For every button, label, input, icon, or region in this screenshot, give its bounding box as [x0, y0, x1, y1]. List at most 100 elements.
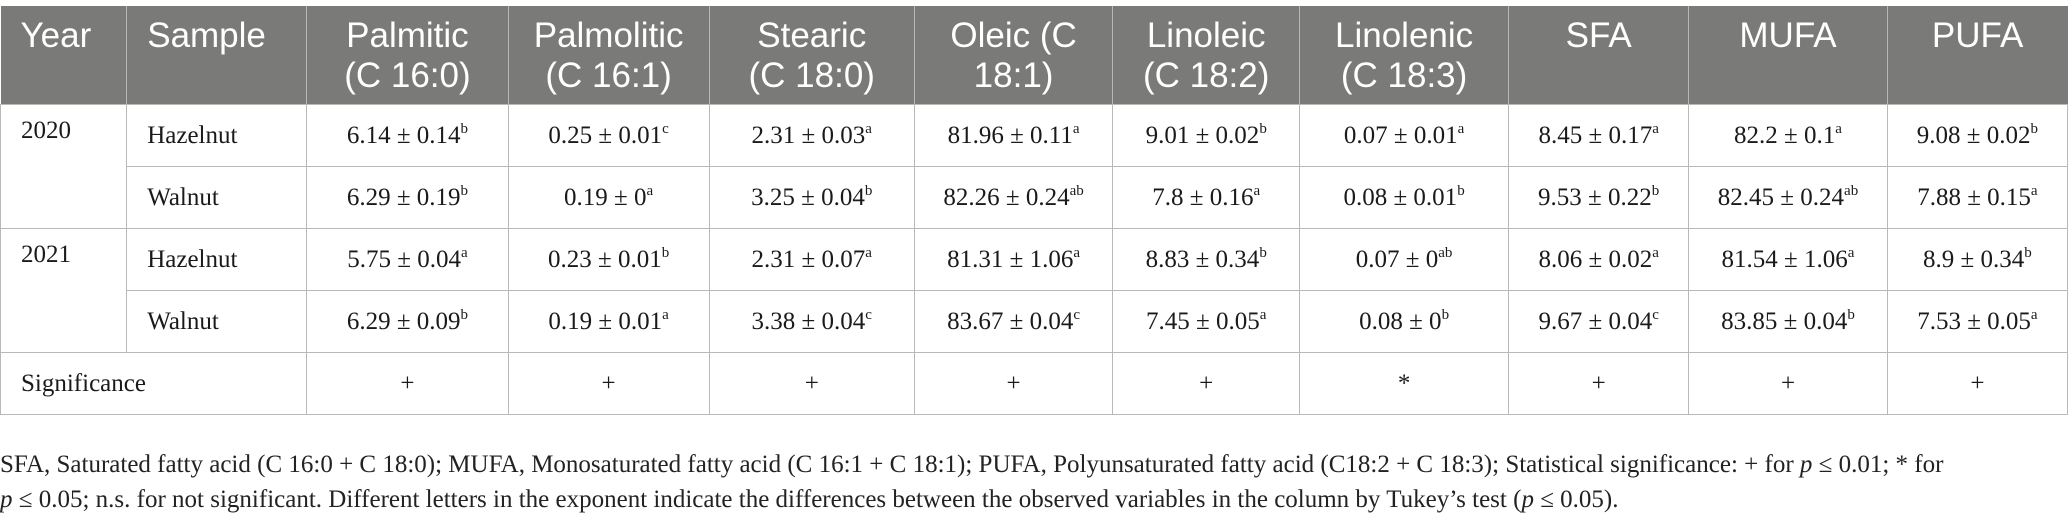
tukey-letter: c [865, 306, 872, 323]
value-cell: 82.26 ± 0.24ab [913, 166, 1114, 229]
column-header: Palmolitic (C 16:1) [507, 6, 710, 105]
value-cell: 7.8 ± 0.16a [1112, 166, 1301, 229]
value-cell: 83.85 ± 0.04b [1688, 290, 1888, 353]
header-line: Palmolitic [533, 16, 684, 55]
table-row: Walnut 6.29 ± 0.19b 0.19 ± 0a 3.25 ± 0.04b 8… [1, 166, 2068, 229]
table-row: Walnut 6.29 ± 0.09b 0.19 ± 0.01a 3.38 ± 0.0… [1, 290, 2068, 353]
header-row: Year Sample Palmitic (C 16:0) Palmolitic (C 1… [0, 6, 2068, 105]
mean-sd-value: 6.14 ± 0.14 [346, 121, 461, 149]
value-cell: 83.67 ± 0.04c [913, 290, 1114, 353]
mean-sd-value: 0.23 ± 0.01 [547, 245, 662, 273]
mean-sd-value: 81.31 ± 1.06 [947, 245, 1074, 273]
column-header: SFA [1508, 6, 1689, 105]
mean-sd-value: 0.07 ± 0.01 [1343, 121, 1458, 149]
tukey-letter: a [1259, 306, 1267, 323]
table-body: 2020 Hazelnut 6.14 ± 0.14b 0.25 ± 0.01c 2.31… [0, 104, 2068, 415]
header-line: (C 18:3) [1340, 56, 1468, 95]
column-header: Linolenic (C 18:3) [1299, 6, 1509, 105]
mean-sd-value: 83.85 ± 0.04 [1721, 307, 1848, 335]
year-cell: 2020 [0, 104, 128, 229]
mean-sd-value: 82.45 ± 0.24 [1717, 183, 1845, 211]
mean-sd-value: 9.01 ± 0.02 [1145, 121, 1260, 149]
value-cell: 0.19 ± 0.01a [507, 290, 710, 353]
header-line: 18:1) [973, 56, 1054, 95]
mean-sd-value: 0.19 ± 0 [564, 183, 647, 211]
header-line: Linolenic [1335, 16, 1474, 55]
value-cell: 9.01 ± 0.02b [1112, 104, 1301, 167]
tukey-letter: a [1253, 182, 1261, 199]
mean-sd-value: 8.9 ± 0.34 [1923, 245, 2025, 273]
mean-sd-value: 82.26 ± 0.24 [943, 183, 1070, 211]
tukey-letter: a [1072, 120, 1080, 137]
tukey-letter: b [1259, 120, 1267, 137]
value-cell: 7.53 ± 0.05a [1886, 290, 2068, 353]
mean-sd-value: 0.19 ± 0.01 [548, 307, 663, 335]
tukey-letter: b [1457, 182, 1465, 199]
value-cell: 6.29 ± 0.09b [306, 290, 509, 353]
tukey-letter: ab [1844, 182, 1859, 199]
tukey-letter: b [1441, 306, 1450, 323]
tukey-letter: a [2030, 306, 2038, 323]
tukey-letter: c [662, 120, 669, 137]
significance-value: + [1508, 352, 1690, 415]
tukey-letter: b [661, 244, 670, 261]
mean-sd-value: 2.31 ± 0.03 [751, 121, 866, 149]
tukey-letter: a [865, 120, 872, 137]
mean-sd-value: 9.08 ± 0.02 [1916, 121, 2031, 149]
mean-sd-value: 0.25 ± 0.01 [548, 121, 663, 149]
tukey-letter: b [864, 182, 873, 199]
header-line: (C 16:0) [344, 56, 471, 95]
tukey-letter: a [1652, 120, 1659, 137]
column-header: Palmitic (C 16:0) [306, 6, 509, 105]
significance-row: Significance + + + + + * + + + [0, 352, 2068, 415]
header-line: (C 18:2) [1142, 56, 1270, 95]
value-cell: 0.08 ± 0.01b [1299, 166, 1510, 229]
value-cell: 0.08 ± 0b [1299, 290, 1510, 353]
value-cell: 82.2 ± 0.1a [1688, 104, 1888, 167]
value-cell: 7.88 ± 0.15a [1886, 166, 2068, 229]
mean-sd-value: 9.53 ± 0.22 [1538, 183, 1652, 211]
value-cell: 81.96 ± 0.11a [913, 104, 1114, 167]
footnote-line-2: p ≤ 0.05; n.s. for not significant. Diff… [0, 486, 1619, 513]
value-cell: 81.31 ± 1.06a [913, 228, 1114, 291]
significance-value: + [1886, 352, 2068, 415]
significance-value: * [1299, 352, 1510, 415]
value-cell: 0.19 ± 0a [507, 166, 710, 229]
significance-label: Significance [0, 352, 308, 415]
mean-sd-value: 3.38 ± 0.04 [751, 307, 866, 335]
tukey-letter: a [1652, 244, 1659, 261]
header-line: Linoleic [1146, 16, 1266, 55]
column-header: Linoleic (C 18:2) [1112, 6, 1300, 105]
tukey-letter: b [1259, 244, 1267, 261]
tukey-letter: ab [1069, 182, 1084, 199]
mean-sd-value: 81.54 ± 1.06 [1721, 245, 1848, 273]
mean-sd-value: 7.53 ± 0.05 [1917, 307, 2031, 335]
tukey-letter: a [1835, 120, 1842, 137]
tukey-letter: a [646, 182, 654, 199]
column-header: Year [0, 6, 127, 105]
mean-sd-value: 7.45 ± 0.05 [1145, 307, 1260, 335]
value-cell: 2.31 ± 0.07a [708, 228, 915, 291]
tukey-letter: b [460, 120, 469, 137]
table-footnote: SFA, Saturated fatty acid (C 16:0 + C 18… [0, 447, 2060, 517]
tukey-letter: a [1847, 244, 1855, 261]
tukey-letter: a [1073, 244, 1081, 261]
header-line: Oleic (C [950, 16, 1077, 55]
mean-sd-value: 7.8 ± 0.16 [1152, 183, 1254, 211]
tukey-letter: c [1652, 306, 1659, 323]
mean-sd-value: 83.67 ± 0.04 [947, 307, 1074, 335]
sample-cell: Walnut [126, 290, 308, 353]
mean-sd-value: 2.31 ± 0.07 [751, 245, 866, 273]
column-header: PUFA [1886, 6, 2068, 105]
value-cell: 0.23 ± 0.01b [507, 228, 710, 291]
tukey-letter: a [662, 306, 669, 323]
header-line: (C 18:0) [748, 56, 875, 95]
sample-cell: Hazelnut [126, 228, 308, 291]
mean-sd-value: 8.83 ± 0.34 [1145, 245, 1260, 273]
value-cell: 8.06 ± 0.02a [1508, 228, 1690, 291]
value-cell: 8.83 ± 0.34b [1112, 228, 1301, 291]
column-header: Oleic (C 18:1) [913, 6, 1113, 105]
value-cell: 82.45 ± 0.24ab [1688, 166, 1888, 229]
mean-sd-value: 0.07 ± 0 [1355, 245, 1439, 273]
tukey-letter: b [1847, 306, 1855, 323]
